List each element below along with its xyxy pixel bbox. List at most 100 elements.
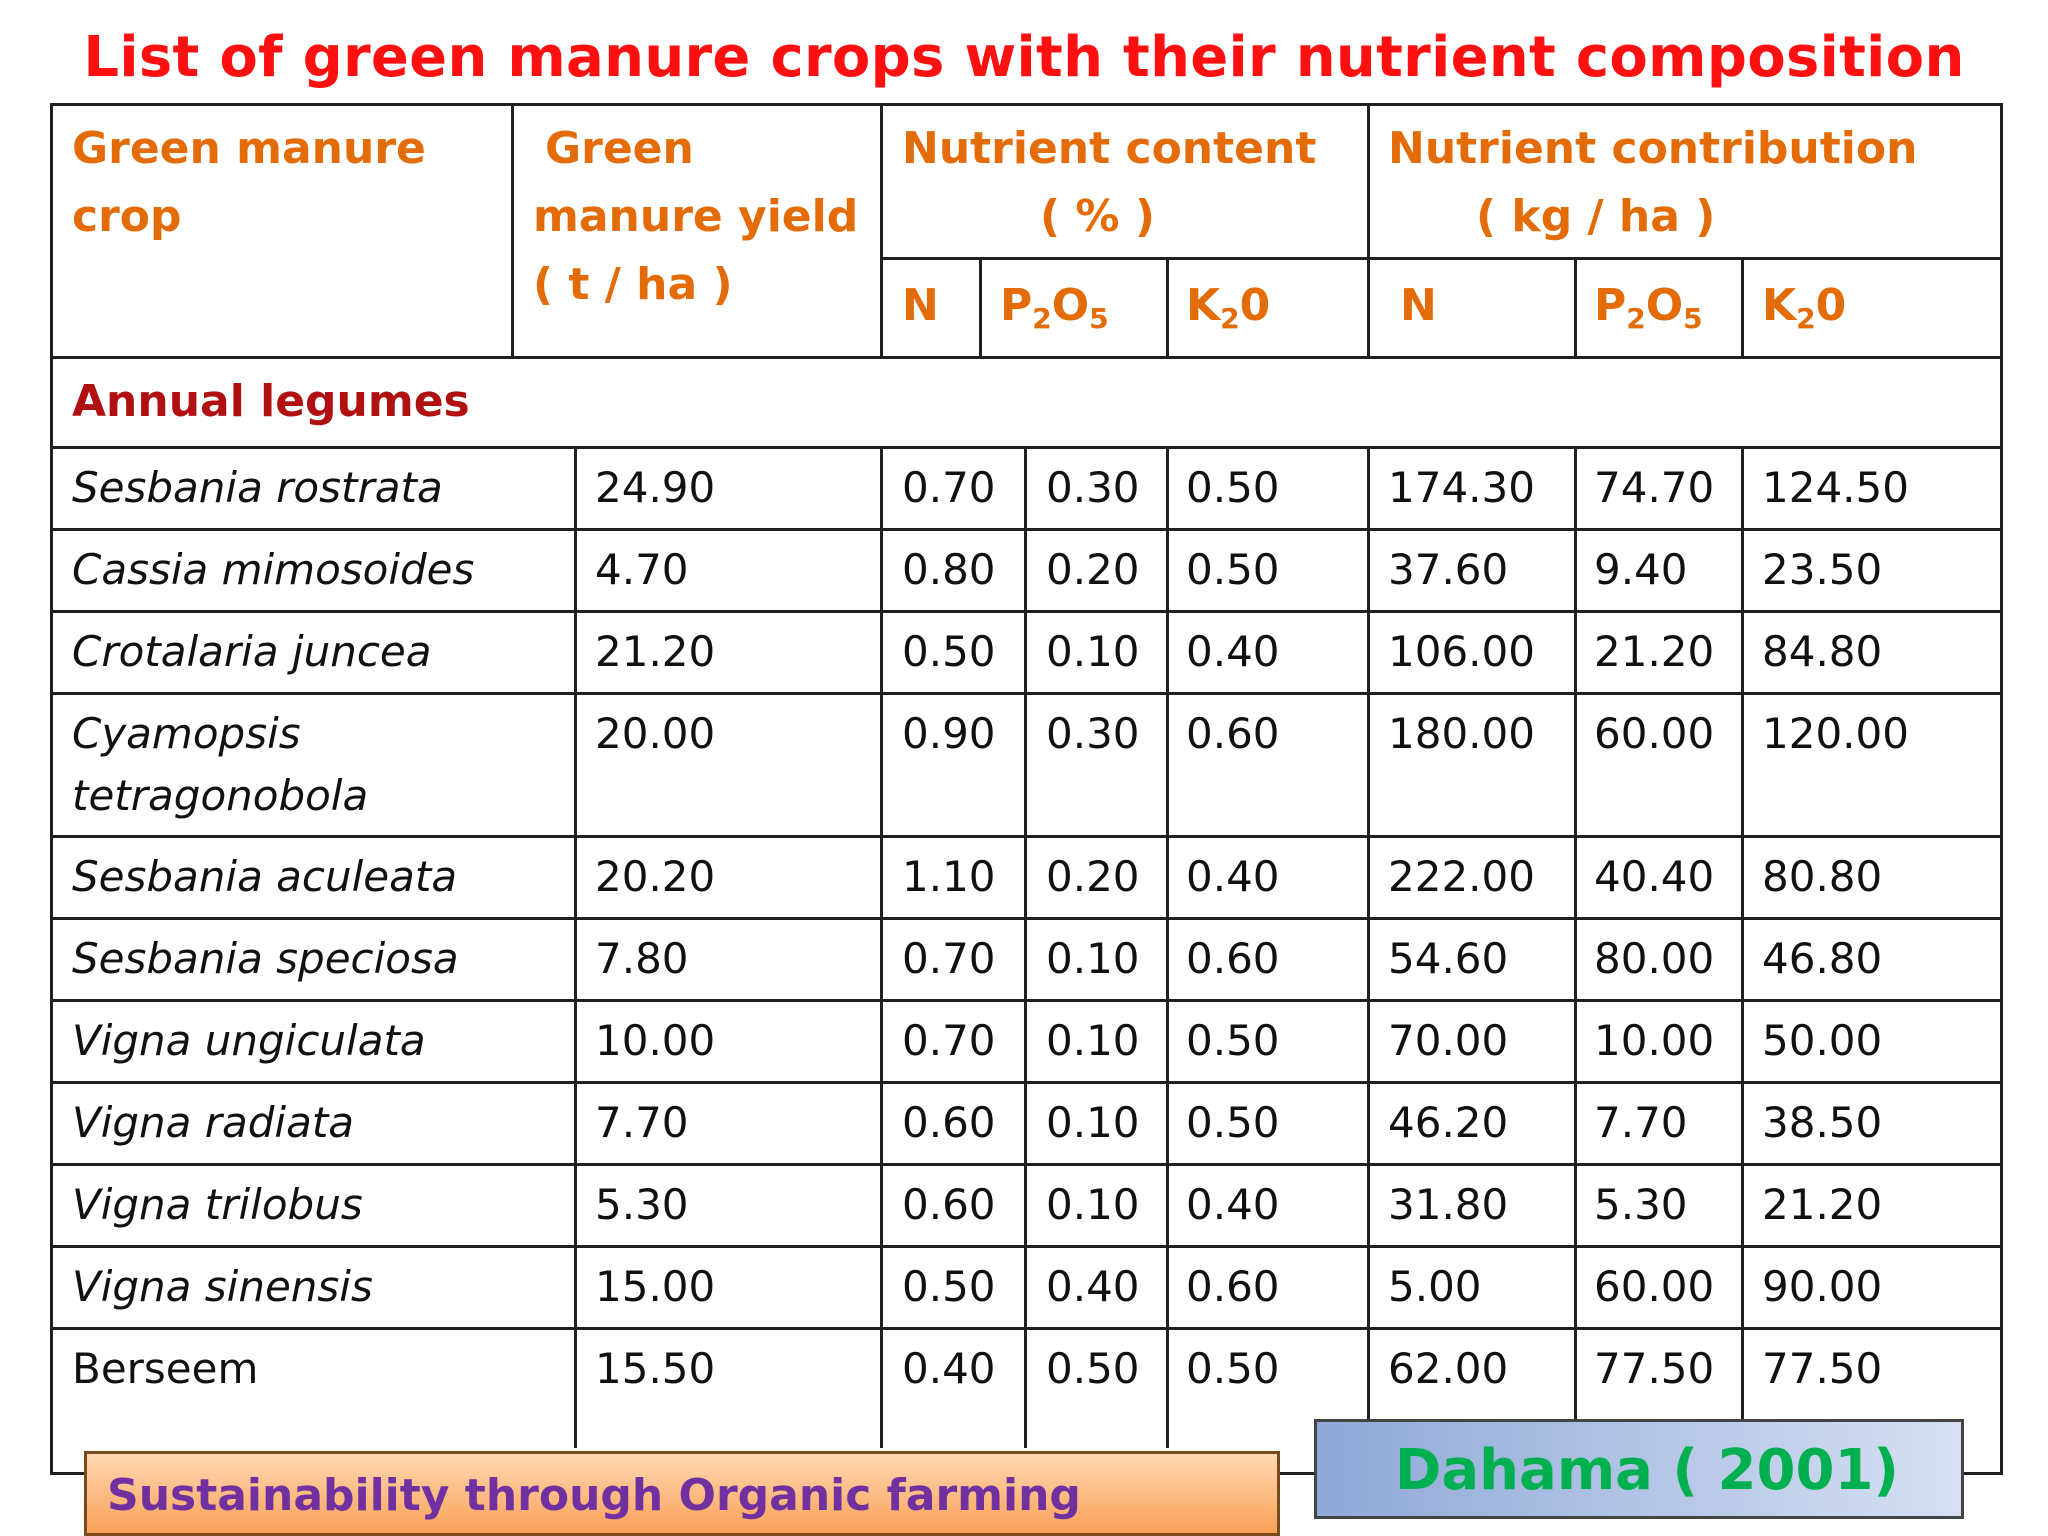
cell-pct-p: 0.10 — [1046, 1016, 1140, 1065]
header-divider — [880, 103, 883, 359]
crop-name: Cyamopsis — [72, 709, 301, 758]
cell-kg-n: 106.00 — [1388, 627, 1535, 676]
cell-pct-k: 0.50 — [1186, 463, 1280, 512]
cell-yield: 21.20 — [595, 627, 716, 676]
cell-pct-k: 0.60 — [1186, 1262, 1280, 1311]
row-divider — [50, 917, 2003, 920]
column-divider — [1166, 446, 1169, 1448]
header-contribution-line: Nutrient contribution — [1388, 123, 1918, 174]
slide-title: List of green manure crops with their nu… — [83, 25, 1965, 90]
cell-pct-k: 0.40 — [1186, 852, 1280, 901]
cell-kg-n: 70.00 — [1388, 1016, 1509, 1065]
k-symbol: K — [1186, 280, 1221, 331]
cell-pct-p: 0.20 — [1046, 545, 1140, 594]
cell-pct-k: 0.50 — [1186, 1016, 1280, 1065]
cell-kg-p: 77.50 — [1594, 1344, 1715, 1393]
cell-pct-p: 0.30 — [1046, 709, 1140, 758]
cell-pct-k: 0.40 — [1186, 1180, 1280, 1229]
cell-kg-k: 84.80 — [1762, 627, 1883, 676]
crop-name: Vigna radiata — [72, 1098, 355, 1147]
header-divider — [880, 257, 2003, 260]
row-divider — [50, 999, 2003, 1002]
k-subscript: 2 — [1796, 302, 1816, 335]
row-divider — [50, 1081, 2003, 1084]
cell-kg-n: 46.20 — [1388, 1098, 1509, 1147]
row-divider — [50, 1163, 2003, 1166]
cell-yield: 7.80 — [595, 934, 689, 983]
cell-pct-n: 0.70 — [902, 1016, 996, 1065]
cell-kg-p: 80.00 — [1594, 934, 1715, 983]
header-nutrient-contribution: Nutrient contribution ( kg / ha ) — [1388, 115, 1988, 251]
subheader-kg-p2o5: P2O5 — [1594, 272, 1703, 340]
cell-yield: 5.30 — [595, 1180, 689, 1229]
crop-name: Sesbania aculeata — [72, 852, 458, 901]
cell-pct-p: 0.10 — [1046, 1180, 1140, 1229]
cell-kg-k: 50.00 — [1762, 1016, 1883, 1065]
footer-banner-text: Sustainability through Organic farming — [107, 1470, 1081, 1521]
header-divider — [1574, 257, 1577, 359]
cell-kg-k: 120.00 — [1762, 709, 1909, 758]
header-divider — [1367, 103, 1370, 359]
p-symbol: P — [1594, 280, 1627, 331]
cell-pct-p: 0.20 — [1046, 852, 1140, 901]
cell-kg-n: 62.00 — [1388, 1344, 1509, 1393]
cell-pct-p: 0.10 — [1046, 1098, 1140, 1147]
cell-kg-p: 9.40 — [1594, 545, 1688, 594]
cell-kg-k: 21.20 — [1762, 1180, 1883, 1229]
citation-box: Dahama ( 2001) — [1314, 1419, 1964, 1519]
cell-pct-k: 0.60 — [1186, 709, 1280, 758]
crop-name: Vigna sinensis — [72, 1262, 373, 1311]
o-subscript: 5 — [1683, 302, 1703, 335]
cell-pct-p: 0.50 — [1046, 1344, 1140, 1393]
k-subscript: 2 — [1220, 302, 1240, 335]
header-divider — [1166, 257, 1169, 359]
header-content-line: Nutrient content — [902, 123, 1317, 174]
cell-pct-k: 0.50 — [1186, 545, 1280, 594]
row-divider — [50, 610, 2003, 613]
cell-yield: 7.70 — [595, 1098, 689, 1147]
cell-yield: 10.00 — [595, 1016, 716, 1065]
cell-kg-p: 40.40 — [1594, 852, 1715, 901]
header-nutrient-content: Nutrient content ( % ) — [902, 115, 1362, 251]
cell-pct-n: 0.70 — [902, 463, 996, 512]
cell-pct-k: 0.50 — [1186, 1098, 1280, 1147]
header-yield-line: ( t / ha ) — [533, 259, 733, 310]
header-divider — [50, 356, 2003, 359]
cell-pct-k: 0.50 — [1186, 1344, 1280, 1393]
row-divider — [50, 1245, 2003, 1248]
cell-kg-n: 222.00 — [1388, 852, 1535, 901]
cell-yield: 15.00 — [595, 1262, 716, 1311]
cell-pct-p: 0.40 — [1046, 1262, 1140, 1311]
row-divider — [50, 692, 2003, 695]
k-zero: 0 — [1239, 280, 1271, 331]
cell-kg-p: 60.00 — [1594, 709, 1715, 758]
o-subscript: 5 — [1089, 302, 1109, 335]
header-divider — [511, 103, 514, 359]
header-crop-line: crop — [72, 191, 182, 242]
cell-pct-k: 0.60 — [1186, 934, 1280, 983]
header-content-line: ( % ) — [1040, 191, 1155, 242]
cell-pct-n: 0.60 — [902, 1098, 996, 1147]
k-zero: 0 — [1815, 280, 1847, 331]
cell-pct-n: 0.90 — [902, 709, 996, 758]
crop-name: Sesbania speciosa — [72, 934, 459, 983]
column-divider — [1367, 446, 1370, 1448]
p-symbol: P — [1000, 280, 1033, 331]
crop-name: Vigna ungiculata — [72, 1016, 426, 1065]
cell-yield: 20.00 — [595, 709, 716, 758]
crop-name: Berseem — [72, 1344, 259, 1393]
header-divider — [1741, 257, 1744, 359]
cell-pct-k: 0.40 — [1186, 627, 1280, 676]
crop-name: Cassia mimosoides — [72, 545, 475, 594]
header-crop-line: Green manure — [72, 123, 426, 174]
column-divider — [880, 446, 883, 1448]
subheader-pct-k2o: K20 — [1186, 272, 1270, 340]
cell-yield: 24.90 — [595, 463, 716, 512]
cell-kg-k: 46.80 — [1762, 934, 1883, 983]
row-divider — [50, 528, 2003, 531]
crop-name-line2: tetragonobola — [72, 771, 369, 820]
cell-kg-p: 21.20 — [1594, 627, 1715, 676]
cell-pct-n: 0.60 — [902, 1180, 996, 1229]
cell-kg-k: 80.80 — [1762, 852, 1883, 901]
o-symbol: O — [1645, 280, 1684, 331]
